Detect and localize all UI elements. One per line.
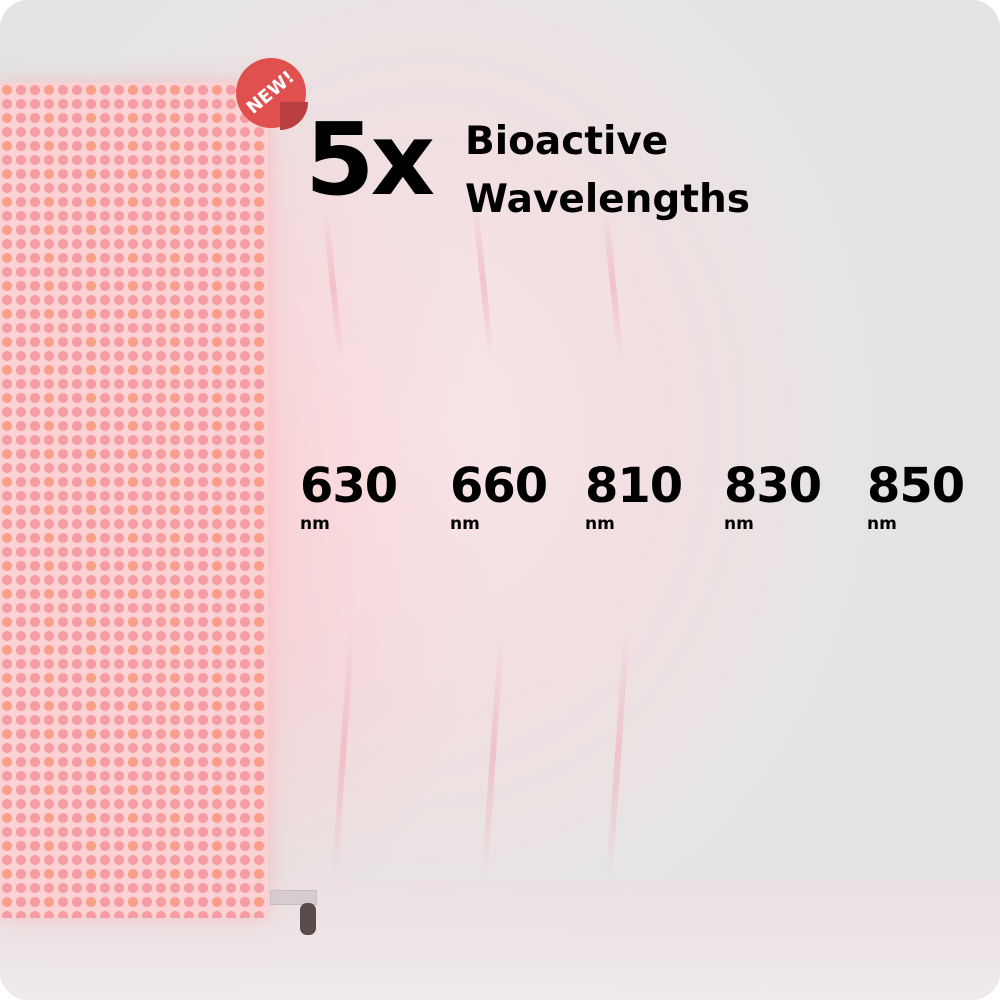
wavelength-value: 630 [300,458,398,514]
headline-line1: Bioactive [465,119,669,164]
led-panel-image [0,83,268,918]
wavelength-value: 810 [585,458,683,514]
light-streak [602,210,624,360]
wavelength-value: 830 [724,458,822,514]
wavelength-value: 660 [450,458,548,514]
new-badge-label: NEW! [242,66,299,119]
wavelength-850: 850 nm [867,458,965,534]
headline-line2: Wavelengths [465,177,750,222]
wavelength-660: 660 nm [450,458,548,534]
wavelength-unit: nm [585,514,615,534]
new-badge: NEW! [236,58,308,130]
wavelength-unit: nm [867,514,897,534]
stand-bracket [270,890,317,905]
wavelength-unit: nm [724,514,754,534]
wavelength-unit: nm [300,514,330,534]
wavelength-810: 810 nm [585,458,683,534]
wavelength-830: 830 nm [724,458,822,534]
headline-title: Bioactive Wavelengths [465,113,750,229]
wavelength-unit: nm [450,514,480,534]
wavelength-value: 850 [867,458,965,514]
stand-wheel [300,903,316,935]
multiplier-text: 5x [305,101,435,218]
wavelength-630: 630 nm [300,458,398,534]
light-streak [606,630,630,880]
